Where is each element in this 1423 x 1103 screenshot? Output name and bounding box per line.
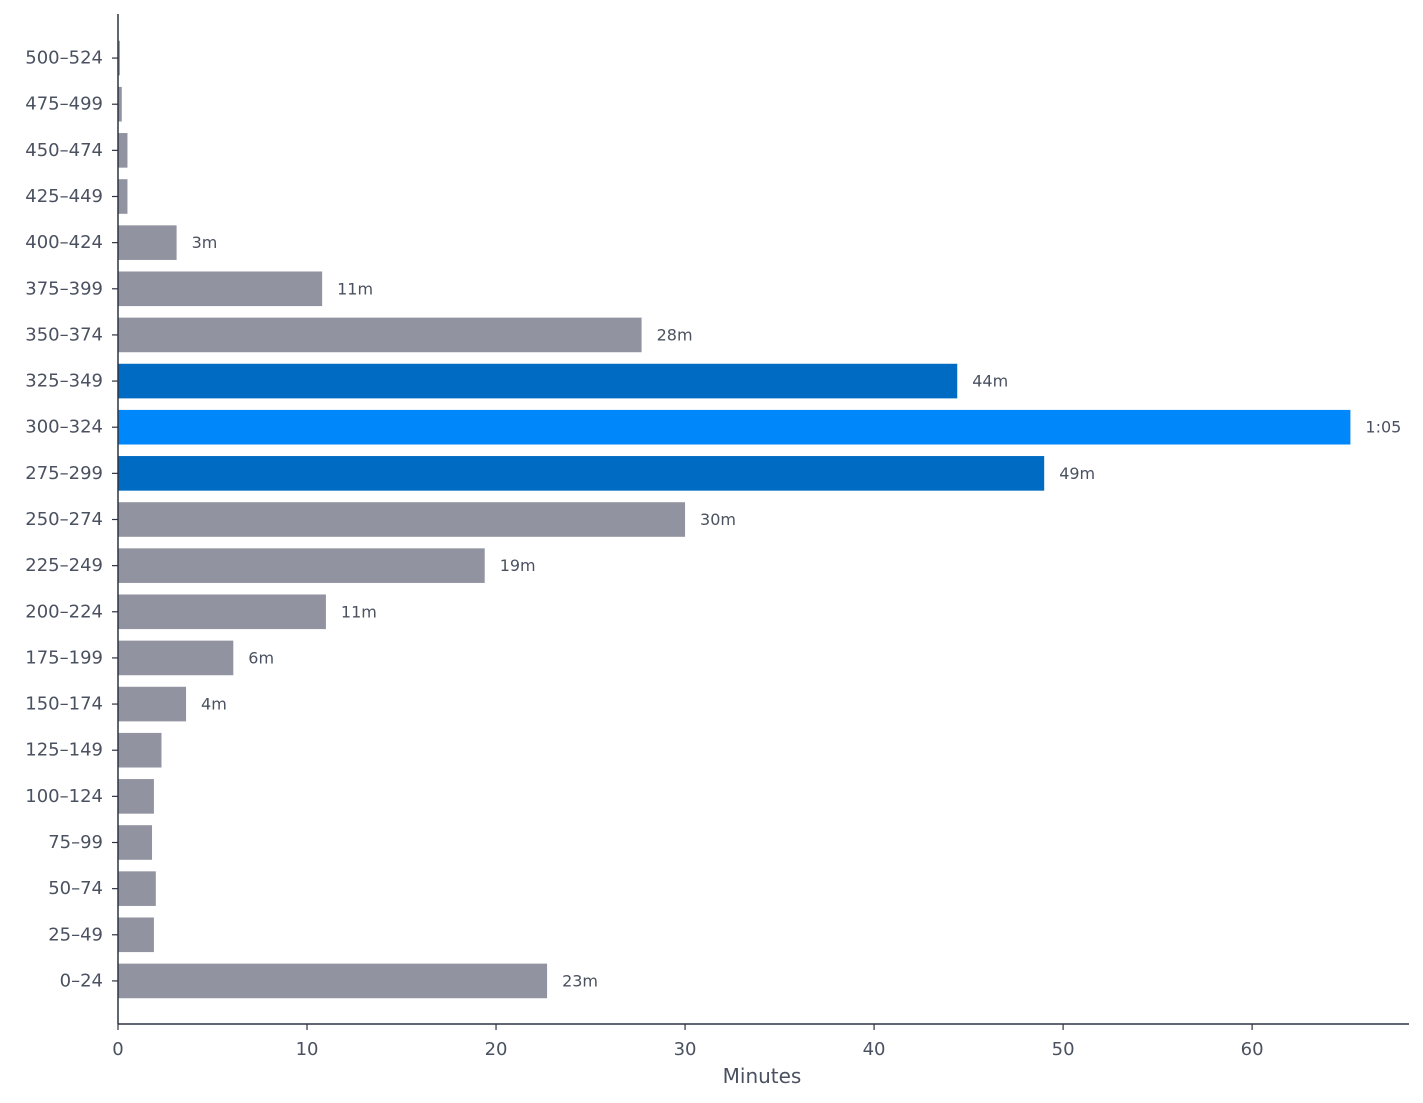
y-tick-label: 200–224	[25, 601, 103, 622]
y-tick-label: 325–349	[25, 371, 103, 392]
bar	[118, 963, 548, 999]
y-tick-label: 450–474	[25, 140, 103, 161]
bar	[118, 133, 128, 168]
bar-data-label: 19m	[500, 556, 536, 575]
y-tick-label: 150–174	[25, 694, 103, 715]
bar	[118, 548, 485, 583]
bar	[118, 86, 122, 122]
bar-data-label: 4m	[201, 695, 227, 714]
x-tick-label: 60	[1241, 1039, 1264, 1060]
bar	[118, 825, 153, 860]
y-tick-label: 0–24	[60, 970, 103, 991]
data-labels-group: 23m 4m 6m 11m 19m 30m 49m 1:05 44m 28m 11m 3m	[192, 233, 1402, 990]
y-tick-label: 400–424	[25, 232, 103, 253]
bar	[118, 732, 162, 768]
y-tick-label: 75–99	[48, 832, 103, 853]
bar	[118, 779, 154, 814]
y-tick-label: 25–49	[48, 924, 103, 945]
bar	[118, 363, 958, 399]
bar-data-label: 6m	[248, 648, 274, 667]
bar	[118, 594, 326, 630]
bar-data-label: 23m	[562, 971, 598, 990]
x-tick-label: 20	[485, 1039, 508, 1060]
bar	[118, 502, 686, 537]
bar	[118, 225, 177, 260]
x-axis-ticks: 0 10 20 30 40 50 60	[112, 1024, 1264, 1060]
bar-data-label: 30m	[700, 510, 736, 529]
bar-data-label: 11m	[337, 279, 373, 298]
bar	[118, 40, 120, 76]
y-tick-label: 500–524	[25, 48, 103, 69]
y-tick-label: 100–124	[25, 786, 103, 807]
x-tick-label: 50	[1052, 1039, 1075, 1060]
bar	[118, 871, 156, 906]
y-tick-label: 350–374	[25, 324, 103, 345]
y-axis-ticks: 0–24 25–49 50–74 75–99 100–124 125–149 150–174…	[25, 48, 118, 991]
bar	[118, 409, 1351, 445]
bar	[118, 686, 187, 722]
y-tick-label: 375–399	[25, 278, 103, 299]
bar-data-label: 11m	[341, 602, 377, 621]
bar	[118, 917, 154, 953]
y-tick-label: 175–199	[25, 647, 103, 668]
bar	[118, 456, 1045, 491]
bar-data-label: 28m	[657, 325, 693, 344]
bar-data-label: 44m	[972, 372, 1008, 391]
bar-data-label: 49m	[1059, 464, 1095, 483]
y-tick-label: 475–499	[25, 94, 103, 115]
bar	[118, 640, 234, 676]
x-tick-label: 0	[112, 1039, 123, 1060]
y-tick-label: 425–449	[25, 186, 103, 207]
bar-data-label: 1:05	[1365, 418, 1401, 437]
bar	[118, 317, 642, 353]
bars-group	[118, 40, 1351, 999]
bar	[118, 179, 128, 214]
y-tick-label: 225–249	[25, 555, 103, 576]
bar	[118, 271, 323, 307]
x-tick-label: 30	[674, 1039, 697, 1060]
y-tick-label: 250–274	[25, 509, 103, 530]
x-tick-label: 40	[863, 1039, 886, 1060]
y-tick-label: 125–149	[25, 740, 103, 761]
y-tick-label: 275–299	[25, 463, 103, 484]
x-tick-label: 10	[296, 1039, 319, 1060]
y-tick-label: 50–74	[48, 878, 103, 899]
y-tick-label: 300–324	[25, 417, 103, 438]
x-axis-title: Minutes	[723, 1064, 802, 1088]
bar-data-label: 3m	[192, 233, 218, 252]
